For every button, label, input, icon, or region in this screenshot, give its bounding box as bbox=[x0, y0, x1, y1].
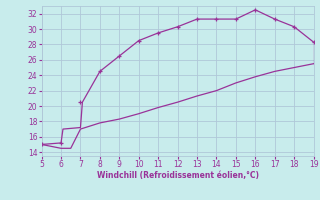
X-axis label: Windchill (Refroidissement éolien,°C): Windchill (Refroidissement éolien,°C) bbox=[97, 171, 259, 180]
